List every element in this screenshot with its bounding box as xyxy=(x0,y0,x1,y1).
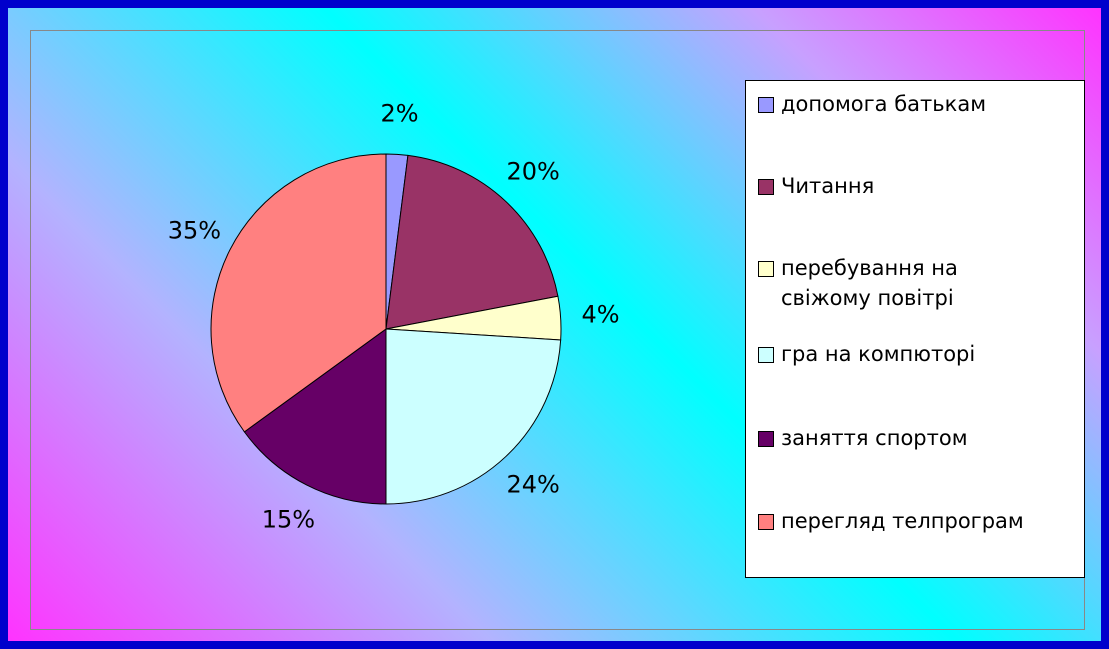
legend-swatch xyxy=(758,514,774,530)
legend: допомога батькам Читання перебування на св… xyxy=(745,80,1085,578)
legend-swatch xyxy=(758,97,774,113)
pie-slice xyxy=(385,154,559,330)
data-label: 2% xyxy=(380,99,418,127)
legend-swatch xyxy=(758,431,774,447)
legend-label: гра на компюторі xyxy=(781,342,976,366)
legend-swatch xyxy=(758,179,774,195)
data-label: 24% xyxy=(507,471,560,499)
data-label: 20% xyxy=(507,157,560,185)
legend-swatch xyxy=(758,261,774,277)
data-label: 4% xyxy=(582,301,620,329)
legend-entry: допомога батькам xyxy=(758,89,1078,119)
pie-slice xyxy=(385,328,562,505)
legend-label: Читання xyxy=(781,174,875,198)
data-label: 35% xyxy=(168,216,221,244)
legend-entry: гра на компюторі xyxy=(758,339,1078,369)
pie-slice xyxy=(243,328,387,505)
legend-swatch xyxy=(758,347,774,363)
legend-entry: заняття спортом xyxy=(758,423,1078,453)
data-label: 15% xyxy=(262,506,315,534)
legend-label: перегляд телпрограм xyxy=(781,509,1024,533)
legend-label: заняття спортом xyxy=(781,426,968,450)
legend-entry: Читання xyxy=(758,171,1078,201)
legend-entry: перегляд телпрограм xyxy=(758,506,1078,536)
pie-slice xyxy=(210,153,387,433)
legend-label: перебування на свіжому повітрі xyxy=(781,256,958,310)
legend-entry: перебування на свіжому повітрі xyxy=(758,253,1078,313)
legend-label: допомога батькам xyxy=(781,92,987,116)
